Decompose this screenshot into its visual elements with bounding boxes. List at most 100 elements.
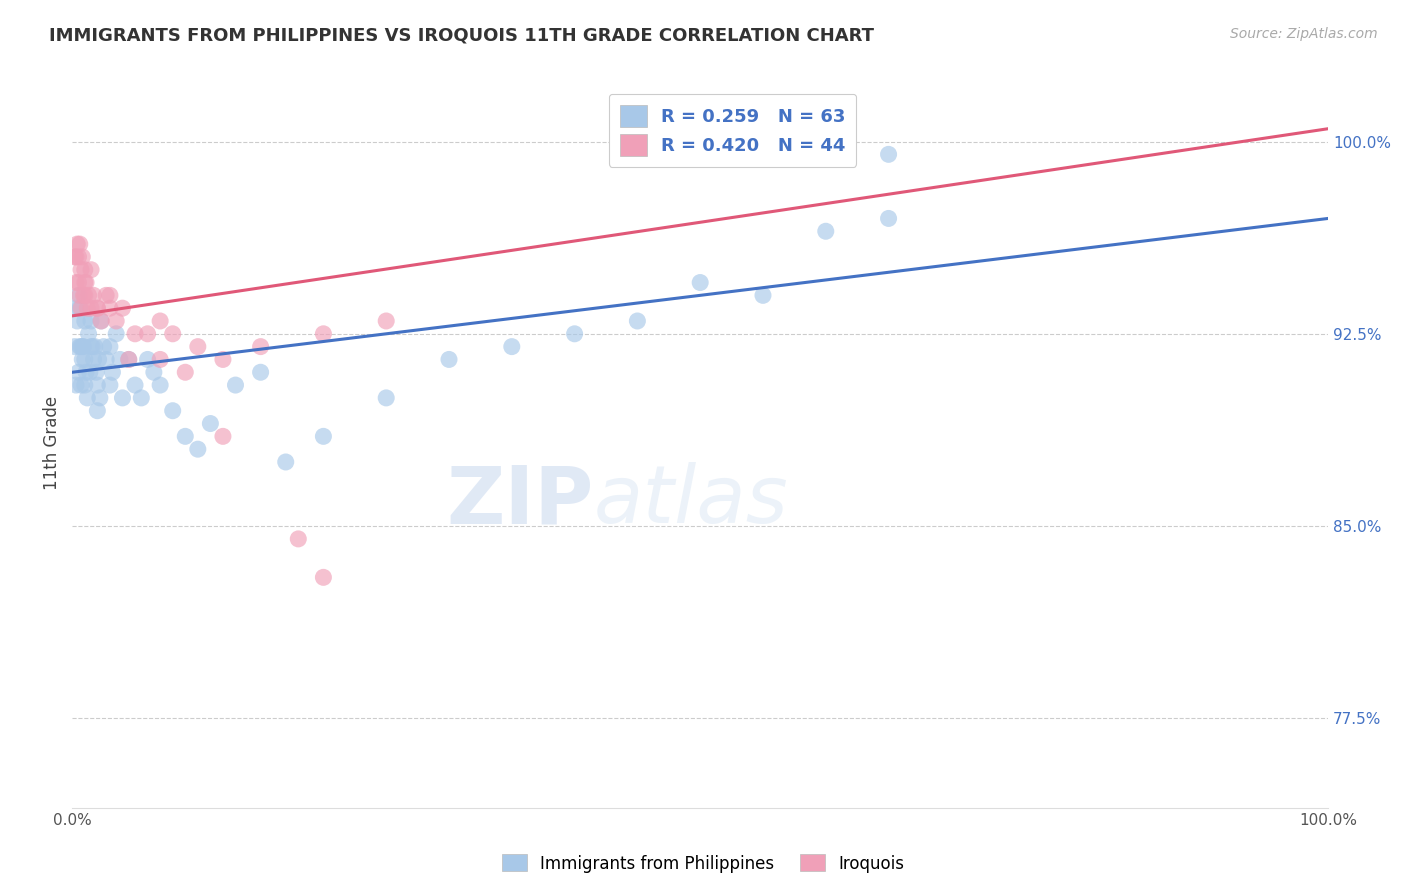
Point [124,378,146,392]
Point [224,378,246,392]
Point [142,365,165,379]
Point [249,340,271,354]
Text: atlas: atlas [593,462,789,541]
Point [501,340,523,354]
Point [131,391,153,405]
Point [80,314,103,328]
Point [84,365,107,379]
Point [72,340,94,354]
Point [212,429,235,443]
Point [752,288,775,302]
Point [90,314,112,328]
Point [274,455,297,469]
Point [174,429,197,443]
Point [73,288,96,302]
Point [287,532,309,546]
Point [98,340,121,354]
Point [75,276,97,290]
Point [105,326,128,341]
Point [149,378,172,392]
Point [375,314,398,328]
Point [73,276,96,290]
Point [98,301,121,315]
Point [626,314,648,328]
Point [80,262,103,277]
Point [249,365,271,379]
Point [65,276,87,290]
Legend: Immigrants from Philippines, Iroquois: Immigrants from Philippines, Iroquois [495,847,911,880]
Point [187,340,209,354]
Point [86,378,108,392]
Point [69,288,91,302]
Point [73,378,96,392]
Point [70,301,93,315]
Point [108,352,131,367]
Point [93,340,115,354]
Point [689,276,711,290]
Point [80,340,103,354]
Point [149,314,172,328]
Point [65,250,87,264]
Point [162,403,184,417]
Point [94,288,117,302]
Point [437,352,460,367]
Point [94,352,117,367]
Point [89,391,111,405]
Point [98,378,121,392]
Point [174,365,197,379]
Point [73,314,96,328]
Point [98,288,121,302]
Point [66,314,89,328]
Point [200,417,222,431]
Point [162,326,184,341]
Point [312,570,335,584]
Point [69,237,91,252]
Y-axis label: 11th Grade: 11th Grade [44,396,60,490]
Point [83,288,105,302]
Point [90,314,112,328]
Point [65,378,87,392]
Point [111,391,134,405]
Text: IMMIGRANTS FROM PHILIPPINES VS IROQUOIS 11TH GRADE CORRELATION CHART: IMMIGRANTS FROM PHILIPPINES VS IROQUOIS … [49,27,875,45]
Point [73,352,96,367]
Text: ZIP: ZIP [446,462,593,541]
Point [124,326,146,341]
Point [66,237,89,252]
Point [101,365,124,379]
Point [87,352,110,367]
Point [82,340,104,354]
Legend: R = 0.259   N = 63, R = 0.420   N = 44: R = 0.259 N = 63, R = 0.420 N = 44 [609,94,856,167]
Point [76,301,98,315]
Point [111,301,134,315]
Point [72,340,94,354]
Point [72,288,94,302]
Point [80,301,103,315]
Point [312,429,335,443]
Point [67,250,90,264]
Point [149,352,172,367]
Point [564,326,586,341]
Point [72,250,94,264]
Point [212,352,235,367]
Point [67,276,90,290]
Point [69,301,91,315]
Point [187,442,209,457]
Point [73,262,96,277]
Point [70,262,93,277]
Point [86,301,108,315]
Point [105,314,128,328]
Point [877,211,900,226]
Point [77,326,100,341]
Point [375,391,398,405]
Point [69,340,91,354]
Point [63,250,86,264]
Point [118,352,141,367]
Point [63,340,86,354]
Point [65,301,87,315]
Point [118,352,141,367]
Point [72,352,94,367]
Point [67,288,90,302]
Point [83,352,105,367]
Point [136,352,159,367]
Point [86,403,108,417]
